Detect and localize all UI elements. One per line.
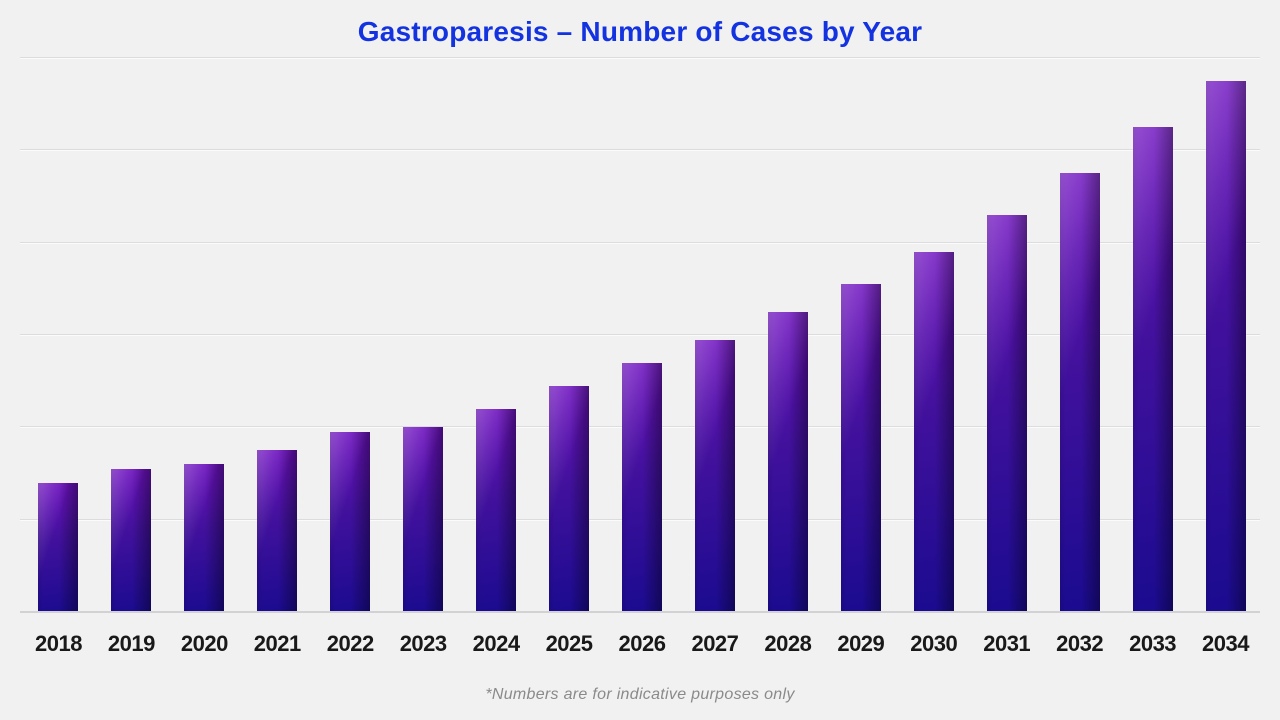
x-axis-labels: 2018 2019 2020 2021 2022 2023 2024 2025 2026 2027… (20, 628, 1260, 660)
x-axis-label-2029: 2029 (837, 631, 885, 656)
x-axis-label-2032: 2032 (1056, 631, 1104, 656)
x-axis-label-2031: 2031 (983, 631, 1031, 656)
bar-2027 (694, 340, 735, 612)
x-axis-label-2033: 2033 (1129, 631, 1177, 656)
x-axis-label-2027: 2027 (691, 631, 739, 656)
x-axis-label-2025: 2025 (545, 631, 593, 656)
chart-footnote: *Numbers are for indicative purposes onl… (485, 686, 795, 703)
bar-2025 (549, 386, 590, 612)
bar-2019 (111, 469, 152, 612)
bar-2029 (840, 284, 881, 612)
x-axis-label-2028: 2028 (764, 631, 812, 656)
x-axis-label-2020: 2020 (180, 631, 228, 656)
chart-title: Gastroparesis – Number of Cases by Year (357, 16, 923, 47)
bar-2034 (1205, 81, 1246, 612)
x-axis-label-2030: 2030 (910, 631, 958, 656)
bar-2026 (622, 363, 662, 612)
bar-2030 (913, 252, 954, 612)
x-axis-label-2023: 2023 (399, 631, 447, 656)
bar-2024 (476, 409, 517, 612)
bar-2033 (1132, 127, 1173, 612)
gridline (20, 334, 1260, 335)
x-axis-label-2024: 2024 (472, 631, 520, 656)
x-axis-line (20, 611, 1260, 613)
bar-2032 (1059, 173, 1100, 612)
bar-2018 (38, 483, 79, 612)
bar-2031 (986, 215, 1027, 612)
x-axis-label-2019: 2019 (107, 631, 155, 656)
gridline (20, 241, 1260, 243)
x-axis-label-2022: 2022 (326, 631, 374, 656)
bar-2020 (184, 464, 225, 612)
bar-2023 (403, 427, 444, 612)
x-axis-label-2021: 2021 (253, 631, 301, 656)
gridline (20, 149, 1260, 151)
bar-2028 (767, 312, 808, 612)
bar-2021 (257, 450, 298, 612)
gridline (20, 57, 1260, 58)
x-axis-label-2034: 2034 (1202, 631, 1249, 656)
bar-2022 (330, 432, 371, 612)
plot-area (20, 57, 1260, 613)
bars-layer (20, 58, 1260, 612)
x-axis-label-2018: 2018 (34, 631, 82, 656)
x-axis-label-2026: 2026 (618, 631, 666, 656)
